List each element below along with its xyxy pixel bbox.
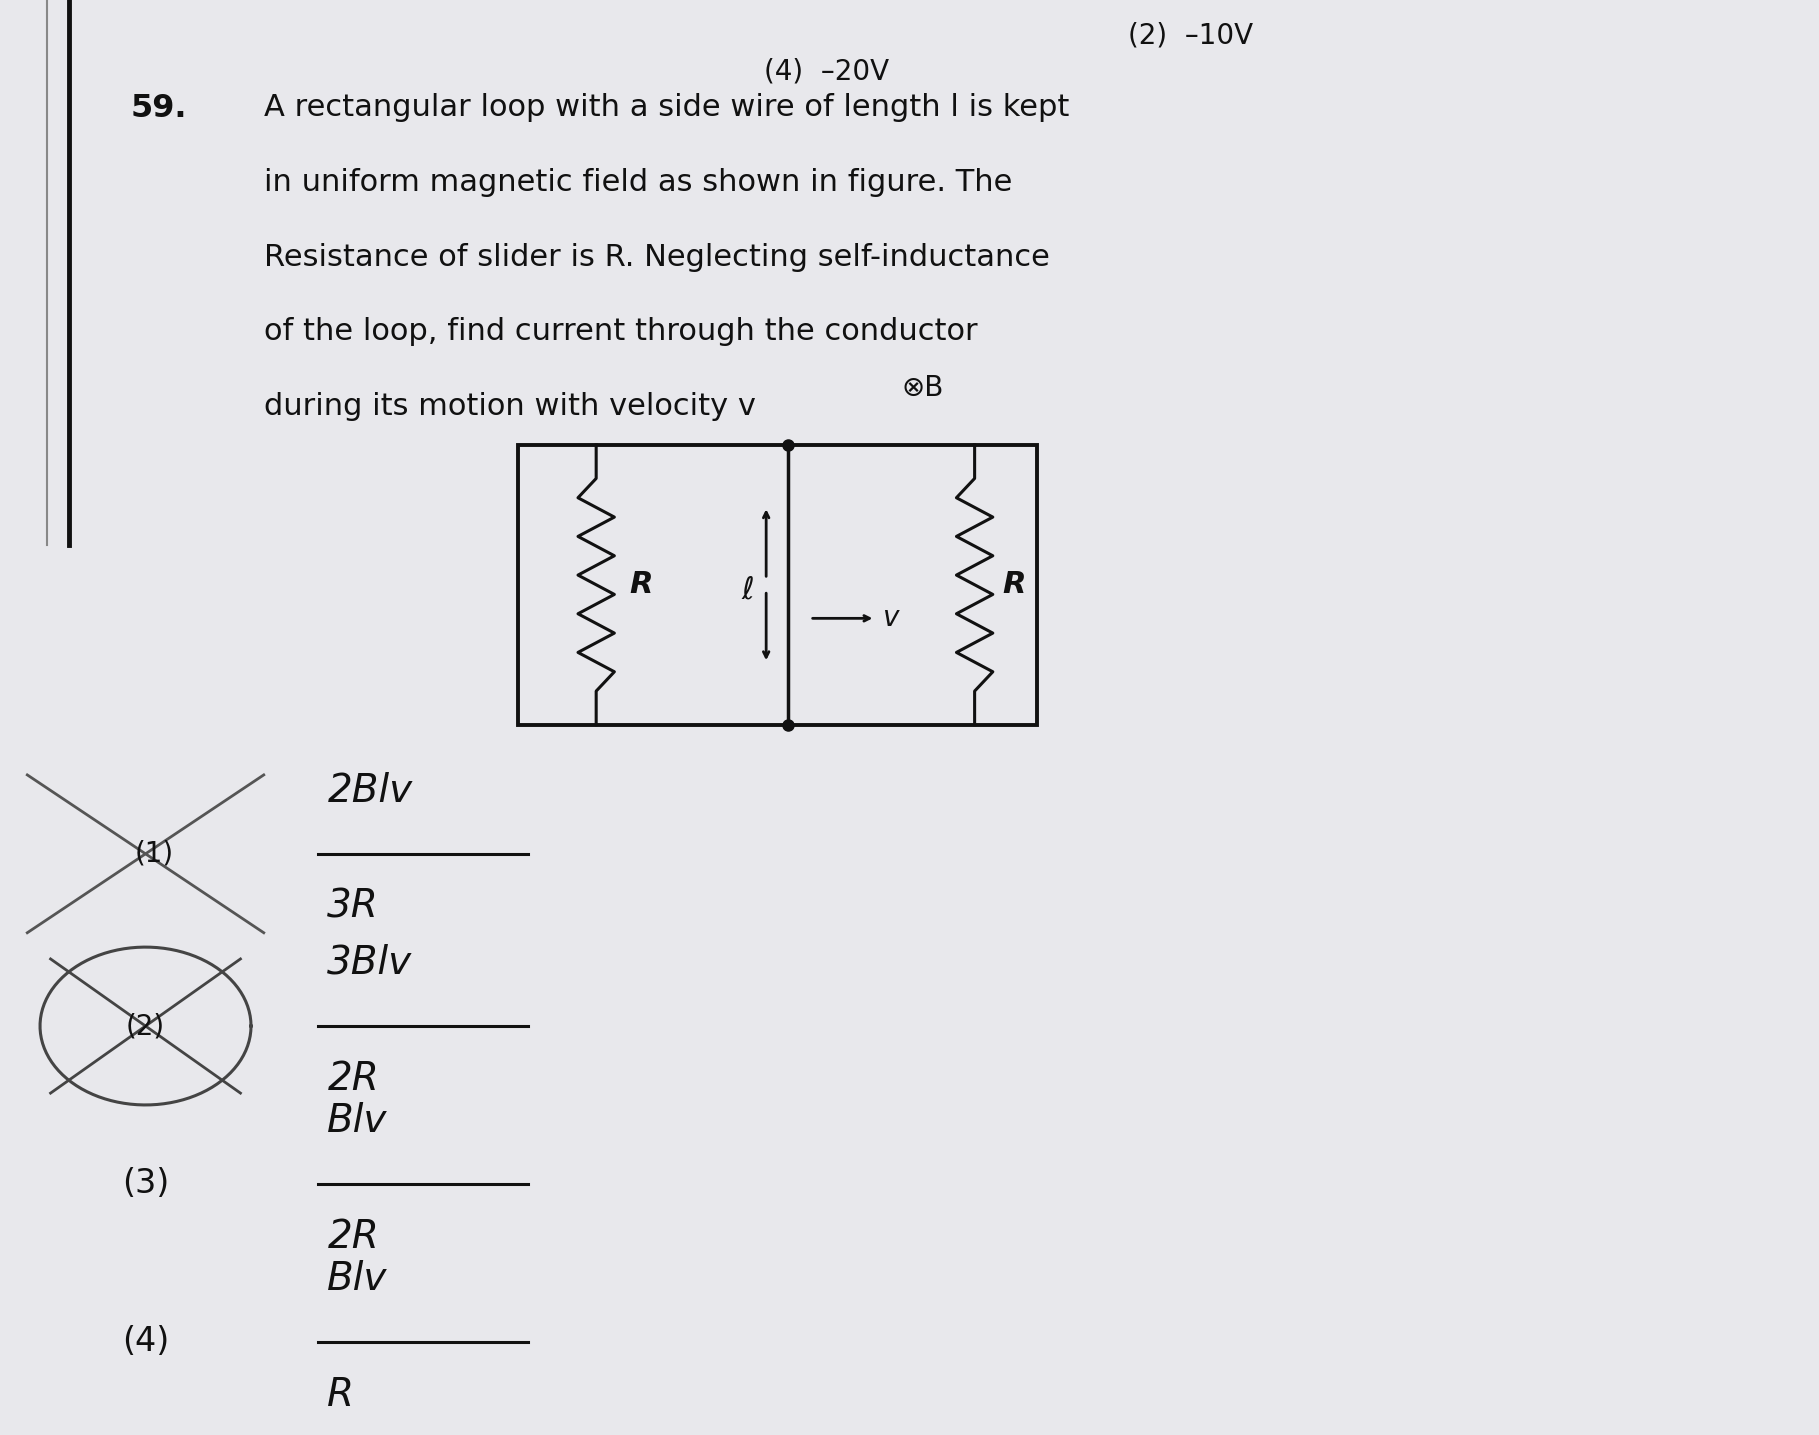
Text: Blv: Blv [327,1102,387,1139]
Text: R: R [327,1376,355,1413]
Text: 2R: 2R [327,1060,378,1098]
Text: R: R [629,570,653,600]
Text: (1): (1) [135,839,175,868]
Text: Blv: Blv [327,1260,387,1297]
Text: (4)  –20V: (4) –20V [764,57,889,86]
Text: ⊗B: ⊗B [902,373,944,402]
Text: (3): (3) [122,1168,169,1200]
Text: Resistance of slider is R. Neglecting self-inductance: Resistance of slider is R. Neglecting se… [264,243,1050,271]
Text: v: v [882,604,899,633]
Text: ℓ: ℓ [742,575,755,606]
Text: (2)  –10V: (2) –10V [1128,22,1253,50]
Text: (2): (2) [126,1012,166,1040]
Text: 2Blv: 2Blv [327,772,413,809]
Text: R: R [1002,570,1026,600]
Text: during its motion with velocity v: during its motion with velocity v [264,392,755,420]
Text: 59.: 59. [131,93,187,125]
Text: (4): (4) [122,1326,169,1358]
Text: of the loop, find current through the conductor: of the loop, find current through the co… [264,317,977,346]
Text: 2R: 2R [327,1218,378,1256]
Text: in uniform magnetic field as shown in figure. The: in uniform magnetic field as shown in fi… [264,168,1011,197]
Text: 3R: 3R [327,888,378,926]
Text: A rectangular loop with a side wire of length l is kept: A rectangular loop with a side wire of l… [264,93,1070,122]
Text: 3Blv: 3Blv [327,944,413,982]
